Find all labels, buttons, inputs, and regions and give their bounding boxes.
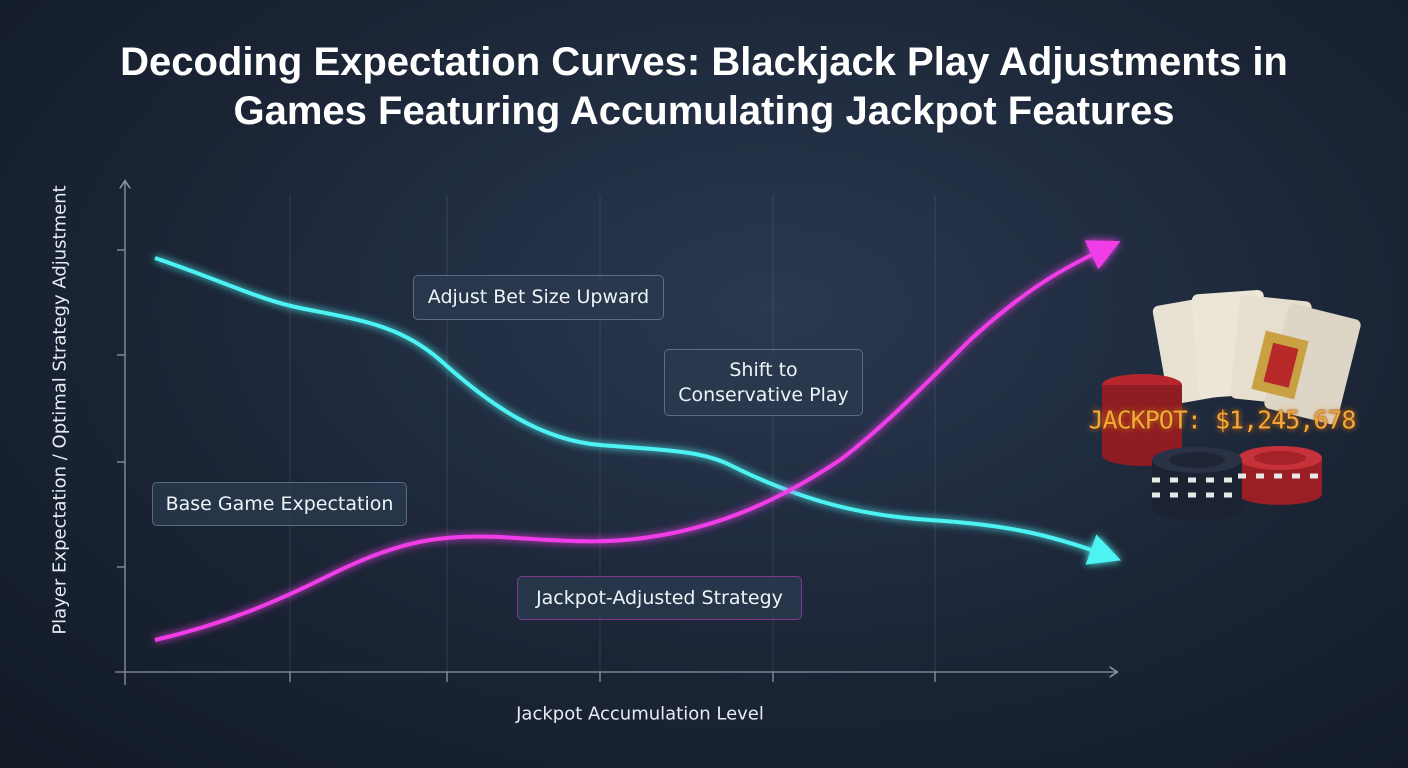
title: Decoding Expectation Curves: Blackjack P… [120,40,1288,133]
x-axis-label: Jackpot Accumulation Level [516,703,764,725]
cards-illustration [1152,290,1361,425]
jackpot-strategy-curve [154,240,1121,642]
jackpot-display: JACKPOT: $1,245,678 [1088,405,1357,435]
base-expectation-curve [154,256,1122,565]
annotation: Adjust Bet Size Upward [413,275,664,320]
annotation: Jackpot-Adjusted Strategy [517,576,802,620]
chips-illustration [1102,374,1322,520]
annotation: Shift to Conservative Play [664,349,863,416]
axes [115,182,1116,685]
y-axis-label: Player Expectation / Optimal Strategy Ad… [49,185,71,635]
annotation: Base Game Expectation [152,482,407,526]
